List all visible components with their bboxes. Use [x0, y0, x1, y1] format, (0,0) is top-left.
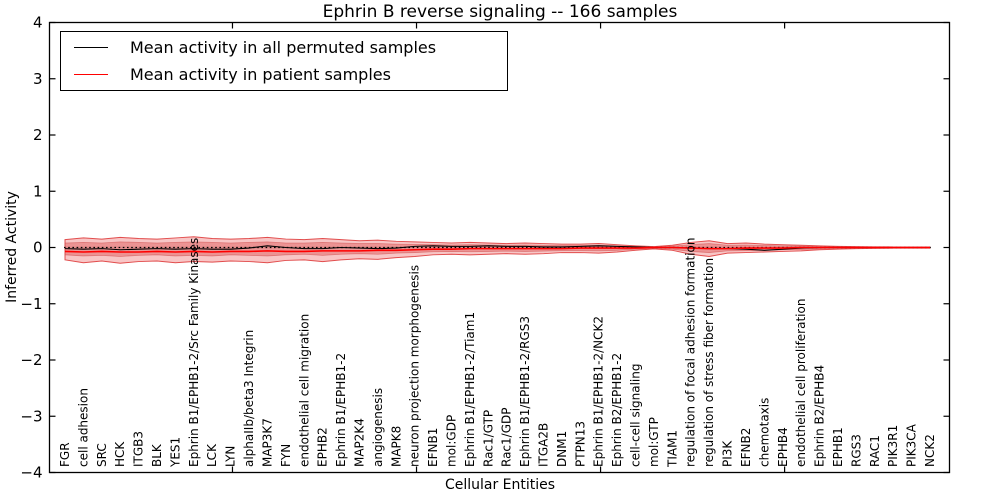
x-tick-label: HCK — [113, 441, 127, 467]
legend: Mean activity in all permuted samples Me… — [60, 31, 508, 91]
y-tick-label: 2 — [33, 126, 43, 144]
x-tick-label: LYN — [224, 446, 238, 467]
x-tick-label: PI3K — [721, 440, 735, 467]
x-tick-label: alphaIIb/beta3 Integrin — [242, 330, 256, 467]
x-tick-label: mol:GDP — [444, 415, 458, 467]
x-tick-label: ITGB3 — [132, 431, 146, 467]
x-tick-label: ITGA2B — [537, 423, 551, 467]
y-axis-label: Inferred Activity — [4, 191, 20, 303]
x-tick-label: EFNB2 — [739, 428, 753, 467]
x-tick-label: Ephrin B1/EPHB1-2/Tiam1 — [463, 312, 477, 467]
patient-mean-line — [64, 246, 930, 253]
legend-entry-permuted: Mean activity in all permuted samples — [61, 35, 507, 61]
x-tick-label: regulation of focal adhesion formation — [684, 238, 698, 467]
legend-label: Mean activity in patient samples — [130, 64, 391, 84]
x-tick-label: YES1 — [168, 437, 182, 468]
x-tick-label: cell adhesion — [76, 388, 90, 467]
y-tick-label: 0 — [33, 239, 43, 257]
x-tick-label: endothelial cell proliferation — [794, 299, 808, 467]
legend-line-black — [74, 47, 108, 49]
x-tick-label: mol:GTP — [647, 417, 661, 467]
x-tick-label: regulation of stress fiber formation — [702, 258, 716, 467]
x-tick-label: endothelial cell migration — [297, 314, 311, 467]
legend-line-red — [74, 73, 108, 75]
chart-title: Ephrin B reverse signaling -- 166 sample… — [322, 2, 678, 22]
x-tick-label: RGS3 — [849, 434, 863, 467]
y-tick-label: −2 — [20, 351, 42, 369]
legend-entry-patient: Mean activity in patient samples — [61, 61, 507, 87]
y-tick-label: 3 — [33, 70, 43, 88]
x-tick-label: MAP2K4 — [352, 418, 366, 467]
legend-label: Mean activity in all permuted samples — [130, 38, 437, 58]
x-tick-label: FYN — [279, 444, 293, 467]
x-tick-label: neuron projection morphogenesis — [408, 265, 422, 467]
x-tick-label: FGR — [58, 442, 72, 467]
x-tick-label: MAP3K7 — [260, 418, 274, 467]
x-tick-label: RAC1 — [868, 435, 882, 467]
x-tick-label: SRC — [95, 443, 109, 467]
y-tick-label: −3 — [20, 407, 42, 425]
x-tick-label: Rac1/GTP — [481, 410, 495, 467]
x-axis-label: Cellular Entities — [444, 477, 556, 493]
x-tick-label: MAPK8 — [389, 426, 403, 467]
permuted-mean-line — [64, 245, 930, 251]
x-tick-label: Ephrin B1/EPHB1-2/RGS3 — [518, 316, 532, 467]
x-tick-label: Ephrin B1/EPHB1-2 — [334, 353, 348, 467]
x-tick-label: EPHB4 — [776, 427, 790, 467]
y-tick-label: −4 — [20, 464, 42, 482]
x-tick-label: Ephrin B1/EPHB1-2/Src Family Kinases — [187, 238, 201, 467]
x-tick-label: NCK2 — [923, 434, 937, 467]
x-tick-label: Ephrin B2/EPHB1-2 — [610, 353, 624, 467]
x-tick-label: PIK3R1 — [886, 425, 900, 467]
x-tick-label: DNM1 — [555, 431, 569, 467]
x-tick-label: PIK3CA — [905, 423, 919, 467]
x-tick-label: Rac1/GDP — [500, 408, 514, 467]
x-tick-label: LCK — [205, 443, 219, 467]
x-tick-label: EPHB2 — [316, 427, 330, 467]
x-tick-label: angiogenesis — [371, 388, 385, 467]
x-tick-label: Ephrin B2/EPHB4 — [813, 365, 827, 467]
x-tick-label: chemotaxis — [757, 398, 771, 467]
y-tick-label: 4 — [33, 14, 43, 32]
x-tick-label: PTPN13 — [573, 421, 587, 467]
x-tick-label: EFNB1 — [426, 428, 440, 467]
y-tick-label: 1 — [33, 182, 43, 200]
x-tick-label: EPHB1 — [831, 427, 845, 467]
y-tick-label: −1 — [20, 295, 42, 313]
x-tick-label: cell-cell signaling — [629, 364, 643, 468]
x-tick-label: TIAM1 — [665, 430, 679, 468]
x-tick-label: Ephrin B1/EPHB1-2/NCK2 — [592, 316, 606, 467]
x-tick-label: BLK — [150, 443, 164, 467]
